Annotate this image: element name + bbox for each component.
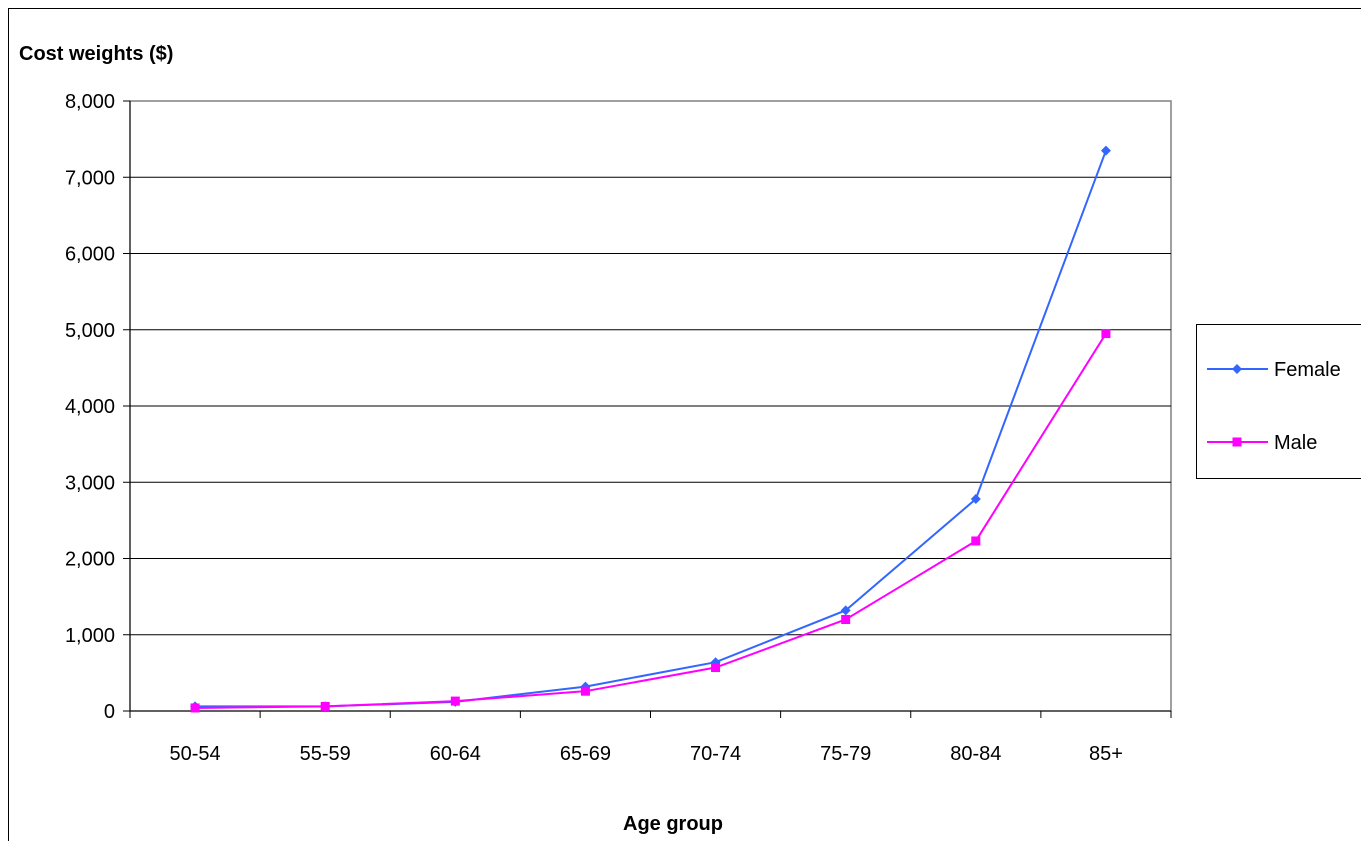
y-tick-label: 1,000 bbox=[65, 625, 115, 647]
y-tick-label: 2,000 bbox=[65, 549, 115, 571]
x-tick-label: 85+ bbox=[1089, 743, 1123, 765]
data-point bbox=[321, 702, 330, 711]
y-tick-label: 6,000 bbox=[65, 244, 115, 266]
x-tick-label: 70-74 bbox=[690, 743, 741, 765]
y-tick-label: 4,000 bbox=[65, 396, 115, 418]
data-point bbox=[191, 703, 200, 712]
y-tick-label: 0 bbox=[104, 701, 115, 723]
y-tick-label: 5,000 bbox=[65, 320, 115, 342]
x-tick-label: 80-84 bbox=[950, 743, 1001, 765]
legend-label: Female bbox=[1274, 359, 1341, 381]
y-tick-label: 7,000 bbox=[65, 167, 115, 189]
y-tick-label: 8,000 bbox=[65, 91, 115, 113]
y-axis-title: Cost weights ($) bbox=[19, 43, 173, 65]
data-point bbox=[841, 615, 850, 624]
data-point bbox=[971, 536, 980, 545]
x-tick-label: 50-54 bbox=[169, 743, 220, 765]
x-tick-label: 75-79 bbox=[820, 743, 871, 765]
y-tick-label: 3,000 bbox=[65, 472, 115, 494]
x-tick-label: 65-69 bbox=[560, 743, 611, 765]
legend-label: Male bbox=[1274, 432, 1317, 454]
x-axis-title: Age group bbox=[623, 813, 723, 835]
data-point bbox=[451, 697, 460, 706]
legend-box bbox=[1197, 325, 1361, 479]
data-point bbox=[1101, 329, 1110, 338]
x-tick-label: 60-64 bbox=[430, 743, 481, 765]
legend-marker bbox=[1233, 438, 1242, 447]
legend: Female Male bbox=[1197, 325, 1361, 479]
data-point bbox=[581, 687, 590, 696]
x-tick-label: 55-59 bbox=[300, 743, 351, 765]
data-point bbox=[711, 663, 720, 672]
